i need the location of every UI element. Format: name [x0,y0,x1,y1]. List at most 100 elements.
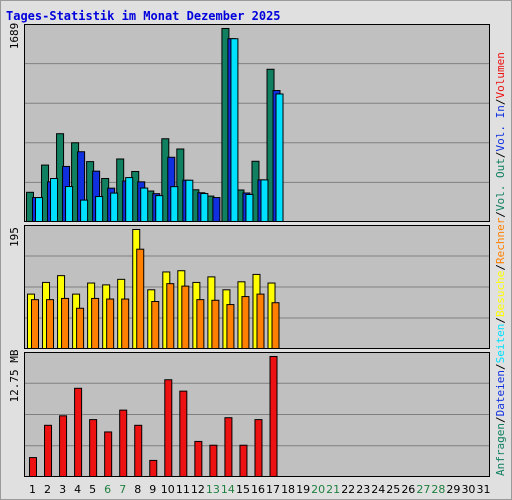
panel-border [24,24,490,222]
x-axis-labels: 1 2 3 4 5 6 7 8 9 10 11 12 13 14 15 16 17 18 19 20 21 22 23 24 2… [29,483,490,496]
bar-volumen-day-4 [74,387,83,477]
bar-rechner-day-12 [196,299,205,349]
chart-panels: 1689 195 12.75 MB [8,23,490,478]
bar-seiten-day-8 [140,187,149,223]
legend-item-0: Anfragen [494,423,507,476]
chart-title: Tages-Statistik im Monat Dezember 2025 [6,9,281,23]
bar-seiten-day-12 [200,193,209,223]
x-tick-label-day-27: 27 [416,483,430,496]
bar-rechner-day-6 [106,298,115,349]
bar-seiten-day-3 [65,186,74,223]
bar-rechner-day-4 [76,307,85,349]
bar-seiten-day-4 [80,199,89,222]
y-axis-max-label: 1689 [8,23,21,50]
bar-rechner-day-5 [91,297,100,349]
legend-item-7: / [494,264,507,271]
bar-rechner-day-10 [166,283,175,349]
x-tick-label-day-24: 24 [371,483,385,496]
legend-item-14: Volumen [494,52,507,98]
bar-rechner-day-7 [121,298,130,349]
x-tick-label-day-29: 29 [446,483,460,496]
bar-rechner-day-8 [136,248,145,349]
bar-rechner-day-15 [241,296,250,350]
bar-volumen-day-5 [89,419,98,477]
x-tick-label-day-20: 20 [311,483,325,496]
y-axis-max-label: 195 [8,227,21,247]
bar-rechner-day-9 [151,301,160,349]
x-tick-label-day-7: 7 [119,483,126,496]
bar-volumen-day-9 [149,459,158,477]
x-tick-label-day-21: 21 [326,483,340,496]
legend-item-13: / [494,98,507,105]
bar-volumen-day-12 [194,440,203,477]
legend-text: Anfragen/Dateien/Seiten/Besuche/Rechner/… [494,52,507,476]
legend-item-1: / [494,416,507,423]
bar-rechner-day-1 [31,299,39,349]
bar-seiten-day-5 [95,196,104,222]
x-tick-label-day-13: 13 [206,483,220,496]
bar-volumen-day-15 [239,444,248,478]
bar-rechner-day-17 [271,302,280,350]
bar-volumen-day-10 [164,379,173,477]
bar-seiten-day-2 [50,178,59,222]
bar-volumen-day-13 [209,444,218,478]
bar-volumen-day-3 [59,415,68,477]
x-tick-label-day-30: 30 [461,483,475,496]
legend-item-4: Seiten [494,324,507,364]
x-tick-label-day-28: 28 [431,483,445,496]
panel-3: 12.75 MB [8,349,490,478]
legend-item-10: Vol. Out [494,158,507,211]
bar-volumen-day-6 [104,431,113,477]
bar-rechner-day-16 [256,293,265,350]
x-tick-label-day-11: 11 [176,483,190,496]
legend-item-8: Rechner [494,217,507,264]
x-tick-label-day-3: 3 [59,483,66,496]
legend-item-11: / [494,151,507,158]
y-axis-max-label: 12.75 MB [8,349,21,402]
bar-seiten-day-14 [230,38,239,223]
bar-volumen-day-7 [119,409,128,477]
x-tick-label-day-19: 19 [296,483,310,496]
bar-volumen-day-14 [224,417,233,477]
panel-2: 195 [8,225,490,350]
bar-dateien-day-13 [212,197,221,223]
x-tick-label-day-18: 18 [281,483,295,496]
x-tick-label-day-10: 10 [161,483,175,496]
bar-seiten-day-9 [155,195,164,222]
bar-seiten-day-7 [125,177,134,222]
panel-border [24,225,490,349]
bar-volumen-day-17 [269,356,278,477]
bar-seiten-day-10 [170,186,179,222]
bar-volumen-day-16 [254,419,263,477]
x-tick-label-day-17: 17 [266,483,280,496]
x-tick-label-day-31: 31 [476,483,490,496]
legend-item-9: / [494,211,507,218]
x-tick-label-day-6: 6 [104,483,111,496]
bar-seiten-day-15 [245,193,254,223]
legend-item-12: Vol. In [494,105,507,151]
legend-item-6: Besuche [494,271,507,317]
x-tick-label-day-1: 1 [29,483,36,496]
x-tick-label-day-22: 22 [341,483,355,496]
bar-seiten-day-16 [260,179,269,222]
x-tick-label-day-26: 26 [401,483,415,496]
bar-seiten-day-17 [275,93,284,222]
x-tick-label-day-15: 15 [236,483,250,496]
bar-rechner-day-14 [226,304,235,350]
legend-item-5: / [494,317,507,324]
bar-volumen-day-2 [44,424,53,478]
bar-rechner-day-2 [46,299,55,349]
bar-seiten-day-1 [35,197,43,223]
x-tick-label-day-16: 16 [251,483,265,496]
right-legend: Anfragen/Dateien/Seiten/Besuche/Rechner/… [494,52,507,476]
bar-volumen-day-11 [179,390,188,478]
x-tick-label-day-2: 2 [44,483,51,496]
legend-item-3: / [494,363,507,370]
panel-1: 1689 [8,23,490,223]
bar-volumen-day-1 [29,457,37,477]
bar-volumen-day-8 [134,424,143,478]
bar-rechner-day-3 [61,297,70,349]
x-tick-label-day-8: 8 [134,483,141,496]
legend-item-2: Dateien [494,370,507,416]
